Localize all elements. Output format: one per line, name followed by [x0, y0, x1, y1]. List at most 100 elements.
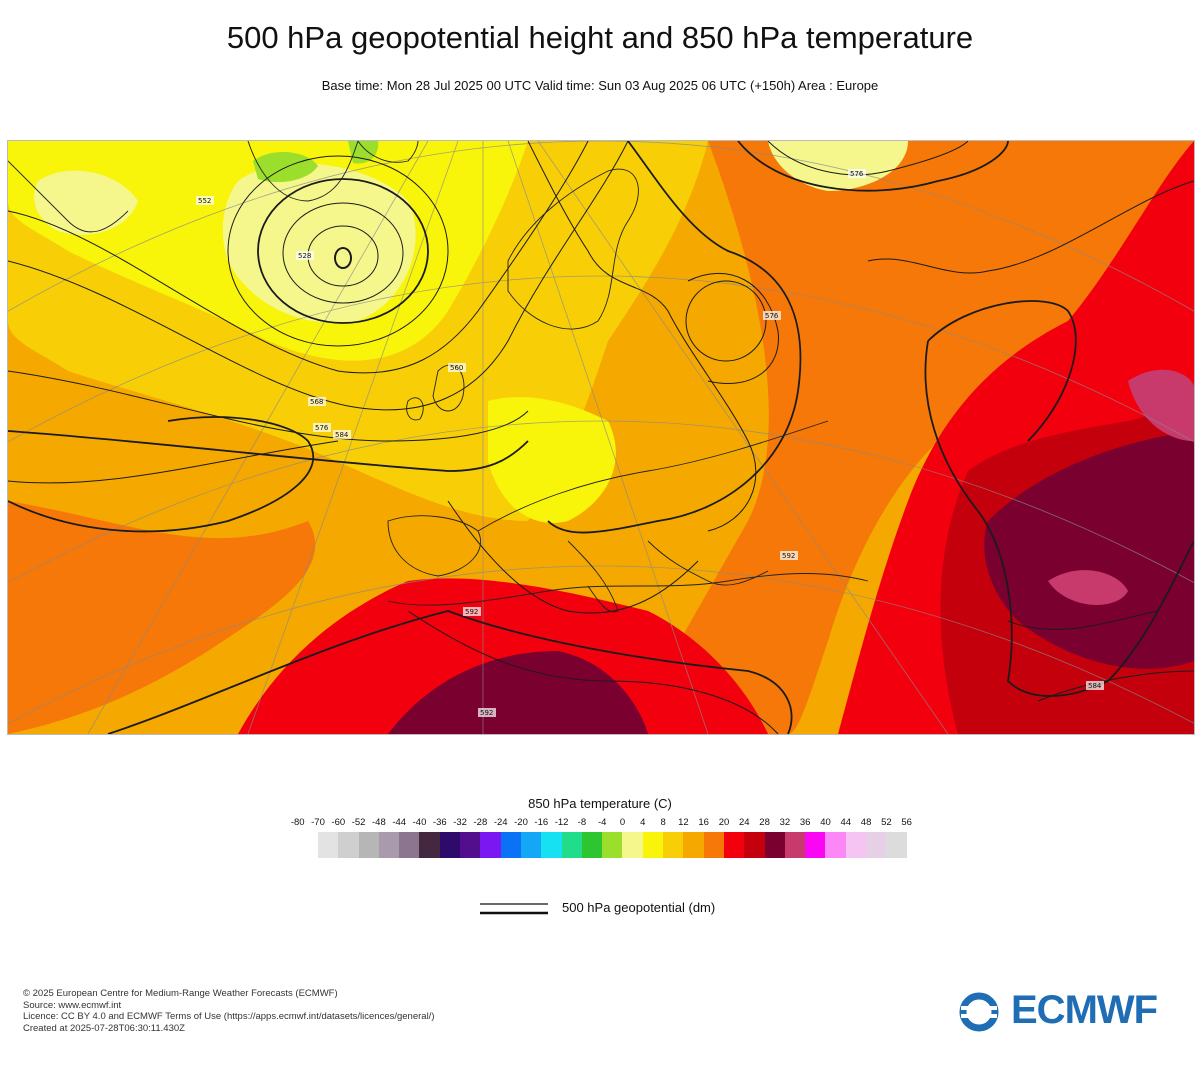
- contour-label: 576: [850, 170, 864, 178]
- legend-colorbar: [318, 832, 907, 858]
- geopotential-legend-label: 500 hPa geopotential (dm): [562, 900, 716, 915]
- legend-tick-label: -8: [577, 817, 587, 828]
- legend-tick-label: 12: [678, 817, 689, 828]
- legend-swatch: [663, 832, 684, 858]
- band-paleyellow-north: [768, 141, 908, 191]
- legend-tick-label: -4: [597, 817, 607, 828]
- ecmwf-logo: ECMWF: [953, 988, 1183, 1036]
- legend-ticks: -80 -70 -60 -52 -48 -44 -40 -36 -32 -28 -24 -20 -16-…: [0, 817, 1200, 831]
- band-pink-east: [1048, 570, 1128, 605]
- legend-swatch: [399, 832, 420, 858]
- legend-swatch: [805, 832, 826, 858]
- graticule: [8, 141, 1194, 734]
- chart-subtitle: Base time: Mon 28 Jul 2025 00 UTC Valid …: [321, 78, 879, 93]
- legend-swatch: [520, 832, 542, 858]
- legend-tick-label: -32: [453, 817, 467, 828]
- legend-tick-label: 36: [799, 817, 811, 828]
- legend-swatch: [866, 832, 887, 858]
- legend-tick-label: 16: [698, 817, 709, 828]
- legend-tick-label: 0: [619, 817, 626, 828]
- band-pink-northeast: [1128, 369, 1194, 441]
- legend-title: 850 hPa temperature (C): [528, 796, 672, 811]
- contour-label: 560: [450, 364, 463, 372]
- legend-swatch: [703, 832, 724, 858]
- legend-swatch: [764, 832, 785, 858]
- legend-swatch: [561, 832, 582, 858]
- contour-label-group: 552 528 560 568 576 584 592 592 576 576 …: [196, 169, 1104, 717]
- band-green-iceland: [348, 141, 379, 164]
- legend-swatch: [683, 832, 704, 858]
- legend-tick-label: -60: [331, 817, 346, 828]
- geopotential-line-icon: [480, 903, 548, 915]
- legend-swatch: [318, 832, 339, 858]
- legend-swatch: [378, 832, 400, 858]
- source-line: Source: www.ecmwf.int: [23, 999, 122, 1011]
- legend-tick-label: -16: [534, 817, 549, 828]
- band-maroon-east: [984, 431, 1194, 669]
- band-red-mediterranean: [238, 578, 768, 734]
- legend-tick-label: -20: [514, 817, 528, 828]
- band-yellow-central: [488, 397, 616, 523]
- legend-tick-label: -12: [554, 817, 569, 828]
- band-paleyellow-west: [34, 170, 138, 235]
- legend-swatch: [541, 832, 562, 858]
- contour-label: 528: [298, 252, 311, 260]
- legend-tick-label: 40: [820, 817, 831, 828]
- legend-swatch: [744, 832, 765, 858]
- band-darkorange-atlantic: [8, 501, 316, 734]
- legend-tick-label: -80: [290, 817, 305, 828]
- legend-tick-label: -70: [311, 817, 325, 828]
- legend-swatch: [460, 832, 481, 858]
- legend-swatch: [845, 832, 867, 858]
- map-canvas: 552 528 560 568 576 584 592 592 576 576 …: [8, 141, 1194, 734]
- legend-swatch: [784, 832, 806, 858]
- contour-label: 592: [782, 552, 795, 560]
- contour-label: 592: [480, 709, 493, 717]
- footer: © 2025 European Centre for Medium-Range …: [23, 988, 435, 1034]
- legend-tick-label: 4: [640, 817, 646, 828]
- legend-tick-label: 48: [860, 817, 872, 828]
- legend-swatch: [622, 832, 643, 858]
- legend-tick-label: 20: [718, 817, 730, 828]
- legend-tick-label: 8: [660, 817, 666, 828]
- legend-swatch: [439, 832, 461, 858]
- legend-tick-label: 28: [759, 817, 770, 828]
- legend-swatch: [480, 832, 501, 858]
- licence-line: Licence: CC BY 4.0 and ECMWF Terms of Us…: [23, 1011, 435, 1022]
- band-paleyellow-low: [222, 163, 416, 323]
- legend-swatch: [825, 832, 846, 858]
- legend-tick-label: 44: [840, 817, 852, 828]
- legend-tick-label: -40: [412, 817, 427, 828]
- geopotential-contours: [8, 141, 1194, 734]
- legend-tick-label: -36: [432, 817, 447, 828]
- legend-tick-label: 56: [901, 817, 912, 828]
- legend-tick-label: 24: [739, 817, 750, 828]
- legend-tick-label: -48: [372, 817, 386, 828]
- created-line: Created at 2025-07-28T06:30:11.430Z: [23, 1022, 185, 1034]
- ecmwf-logo-icon: [959, 992, 999, 1032]
- legend-tick-label: -28: [473, 817, 488, 828]
- ecmwf-logo-text: ECMWF: [1011, 988, 1158, 1032]
- legend-swatch: [358, 832, 379, 858]
- legend-swatch: [602, 832, 623, 858]
- legend-tick-label: -44: [392, 817, 407, 828]
- legend-swatch: [419, 832, 440, 858]
- contour-label: 552: [198, 197, 211, 205]
- legend-swatch: [642, 832, 664, 858]
- legend-swatch: [581, 832, 603, 858]
- legend-swatch: [886, 832, 907, 858]
- chart-title: 500 hPa geopotential height and 850 hPa …: [226, 20, 974, 55]
- legend-tick-label: -52: [351, 817, 366, 828]
- copyright-line: © 2025 European Centre for Medium-Range …: [23, 988, 338, 999]
- band-maroon-africa: [388, 651, 648, 734]
- legend-swatch: [723, 832, 745, 858]
- legend-swatch: [338, 832, 359, 858]
- contour-label: 568: [310, 398, 323, 406]
- legend-tick-label: 52: [881, 817, 892, 828]
- legend-tick-label: 32: [779, 817, 791, 828]
- temperature-map: 552 528 560 568 576 584 592 592 576 576 …: [7, 140, 1195, 735]
- legend-swatch: [500, 832, 521, 858]
- contour-label: 584: [1088, 682, 1102, 690]
- legend-tick-label: -24: [493, 817, 508, 828]
- contour-label: 592: [465, 608, 478, 616]
